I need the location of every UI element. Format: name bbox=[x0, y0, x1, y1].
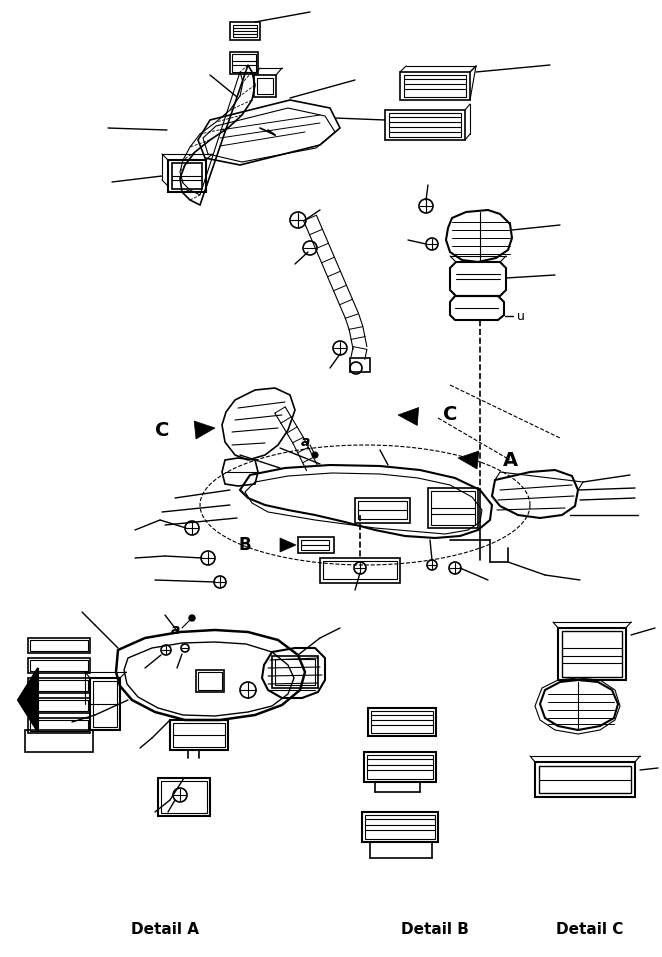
Circle shape bbox=[189, 615, 195, 621]
Bar bbox=[389, 113, 461, 137]
Bar bbox=[172, 163, 202, 189]
Bar bbox=[230, 52, 258, 74]
Bar bbox=[431, 491, 475, 525]
Bar bbox=[350, 358, 370, 372]
Bar bbox=[367, 755, 433, 779]
Bar bbox=[28, 658, 90, 673]
Text: Detail A: Detail A bbox=[131, 923, 199, 938]
Text: a: a bbox=[170, 623, 179, 637]
Bar bbox=[535, 762, 635, 797]
Bar bbox=[254, 75, 276, 97]
Bar bbox=[562, 631, 622, 677]
Bar bbox=[30, 660, 88, 671]
Text: Detail C: Detail C bbox=[556, 923, 624, 938]
Bar bbox=[558, 628, 626, 680]
Bar bbox=[358, 501, 407, 519]
Bar bbox=[368, 708, 436, 736]
Text: B: B bbox=[239, 536, 252, 554]
Bar bbox=[173, 723, 225, 747]
Text: A: A bbox=[502, 451, 518, 470]
Bar bbox=[301, 540, 329, 550]
Bar bbox=[158, 778, 210, 816]
Bar bbox=[400, 72, 470, 100]
Text: a: a bbox=[301, 435, 310, 449]
Bar bbox=[90, 678, 120, 730]
Bar bbox=[25, 730, 93, 752]
Bar bbox=[161, 781, 207, 813]
Text: Detail B: Detail B bbox=[401, 923, 469, 938]
Text: u: u bbox=[517, 309, 525, 323]
Circle shape bbox=[312, 452, 318, 458]
Bar bbox=[170, 720, 228, 750]
Bar bbox=[30, 640, 88, 651]
Bar bbox=[198, 672, 222, 690]
Bar bbox=[30, 680, 88, 691]
Bar bbox=[275, 659, 315, 685]
Bar bbox=[362, 812, 438, 842]
Bar bbox=[355, 498, 410, 523]
Bar bbox=[28, 638, 90, 653]
Bar bbox=[28, 678, 90, 693]
Polygon shape bbox=[398, 408, 418, 426]
Bar bbox=[30, 700, 88, 711]
Bar bbox=[93, 681, 117, 727]
Bar bbox=[404, 75, 466, 97]
Bar bbox=[320, 558, 400, 583]
Bar bbox=[364, 752, 436, 782]
Polygon shape bbox=[458, 451, 479, 469]
Bar bbox=[230, 22, 260, 40]
Bar bbox=[30, 720, 88, 731]
Bar bbox=[539, 766, 631, 793]
Bar bbox=[298, 537, 334, 553]
Polygon shape bbox=[18, 668, 38, 732]
Bar bbox=[28, 698, 90, 713]
Polygon shape bbox=[280, 538, 296, 552]
Polygon shape bbox=[194, 421, 215, 439]
Bar bbox=[233, 25, 257, 37]
Bar bbox=[232, 54, 256, 72]
Bar bbox=[371, 711, 433, 733]
Bar bbox=[323, 561, 397, 579]
Text: C: C bbox=[443, 406, 457, 425]
Text: C: C bbox=[155, 420, 169, 439]
Bar bbox=[28, 718, 90, 733]
Bar bbox=[385, 110, 465, 140]
Bar bbox=[196, 670, 224, 692]
Bar bbox=[428, 488, 478, 528]
Bar bbox=[365, 815, 435, 839]
Bar bbox=[168, 160, 206, 192]
Bar bbox=[272, 656, 318, 688]
Bar bbox=[257, 78, 273, 94]
